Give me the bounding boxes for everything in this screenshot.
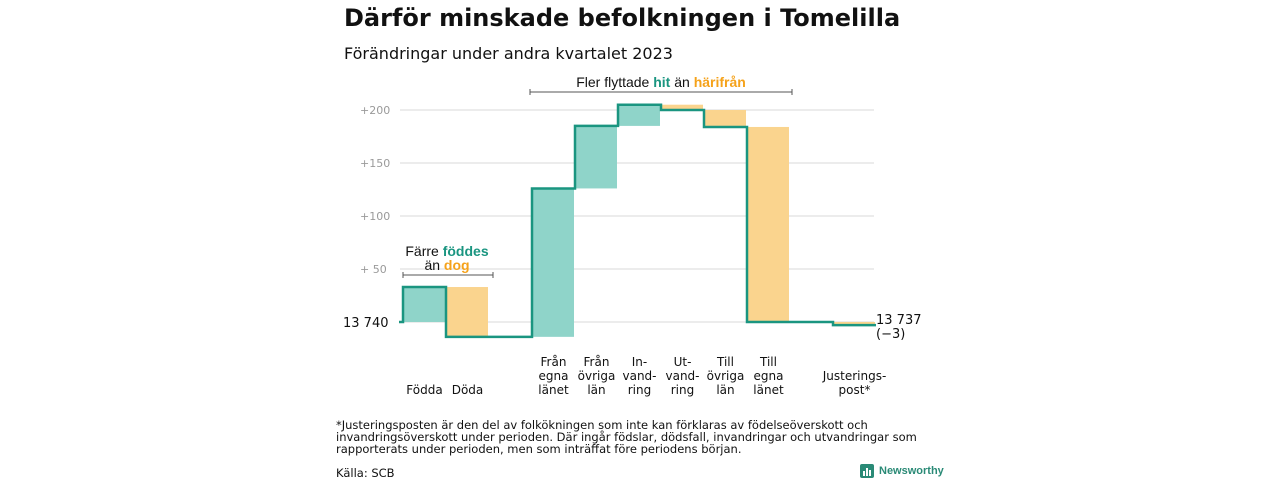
migration-annotation-out: härifrån bbox=[694, 74, 746, 90]
brand-name: Newsworthy bbox=[879, 465, 944, 477]
category-label: Till bbox=[716, 355, 734, 369]
migration-annotation-in: hit bbox=[653, 74, 670, 90]
y-tick-label: +150 bbox=[360, 157, 390, 170]
category-label: In- bbox=[632, 355, 647, 369]
category-label: övriga bbox=[578, 369, 616, 383]
category-label: län bbox=[716, 383, 734, 397]
bar-decrease bbox=[748, 126, 789, 323]
brand-logo: Newsworthy bbox=[860, 463, 944, 479]
category-label: ring bbox=[671, 383, 695, 397]
migration-annotation: Fler flyttade hit än härifrån bbox=[576, 74, 746, 90]
category-label: vand- bbox=[622, 369, 656, 383]
category-label: egna bbox=[754, 369, 784, 383]
y-tick-label: +100 bbox=[360, 210, 390, 223]
bar-decrease bbox=[834, 322, 875, 326]
births-annotation: Färre föddes bbox=[405, 243, 488, 259]
category-label: post* bbox=[839, 383, 871, 397]
category-label: Justerings- bbox=[822, 369, 887, 383]
running-total-line bbox=[399, 103, 876, 339]
category-label: Ut- bbox=[674, 355, 692, 369]
end-value-label: 13 737 bbox=[876, 313, 922, 328]
category-label: vand- bbox=[665, 369, 699, 383]
category-label: län bbox=[587, 383, 605, 397]
footnote: *Justeringsposten är den del av folkökni… bbox=[336, 418, 917, 456]
bar-decrease bbox=[705, 110, 746, 127]
category-label: övriga bbox=[707, 369, 745, 383]
y-tick-label: +200 bbox=[360, 104, 390, 117]
category-label: Födda bbox=[406, 383, 442, 397]
births-annotation-pre: Färre bbox=[405, 243, 442, 259]
bar-increase bbox=[619, 104, 660, 126]
category-label: länet bbox=[538, 383, 569, 397]
category-label: länet bbox=[753, 383, 784, 397]
end-change-label: (−3) bbox=[876, 327, 905, 342]
category-label: Till bbox=[759, 355, 777, 369]
deaths-annotation: än dog bbox=[424, 257, 469, 273]
bar-decrease bbox=[662, 104, 703, 110]
category-label: Från bbox=[584, 355, 610, 369]
start-value-label: 13 740 bbox=[343, 316, 389, 331]
chart-subtitle: Förändringar under andra kvartalet 2023 bbox=[344, 44, 673, 63]
source-note: Källa: SCB bbox=[336, 466, 395, 480]
deaths-annotation-highlight: dog bbox=[444, 257, 470, 273]
category-label: ring bbox=[628, 383, 652, 397]
category-label: Döda bbox=[452, 383, 484, 397]
bar-chart-logo-icon bbox=[860, 464, 874, 478]
bar-increase bbox=[533, 188, 574, 337]
y-tick-label: + 50 bbox=[360, 263, 387, 276]
migration-annotation-mid: än bbox=[670, 74, 693, 90]
chart-title: Därför minskade befolkningen i Tomelilla bbox=[344, 4, 901, 32]
deaths-annotation-pre: än bbox=[424, 257, 443, 273]
bar-increase bbox=[404, 287, 445, 322]
bar-decrease bbox=[447, 287, 488, 337]
category-label: Från bbox=[541, 355, 567, 369]
category-label: egna bbox=[539, 369, 569, 383]
bars bbox=[404, 104, 875, 337]
births-annotation-highlight: föddes bbox=[443, 243, 489, 259]
migration-annotation-pre: Fler flyttade bbox=[576, 74, 653, 90]
step-line bbox=[399, 103, 876, 339]
bar-increase bbox=[576, 125, 617, 189]
